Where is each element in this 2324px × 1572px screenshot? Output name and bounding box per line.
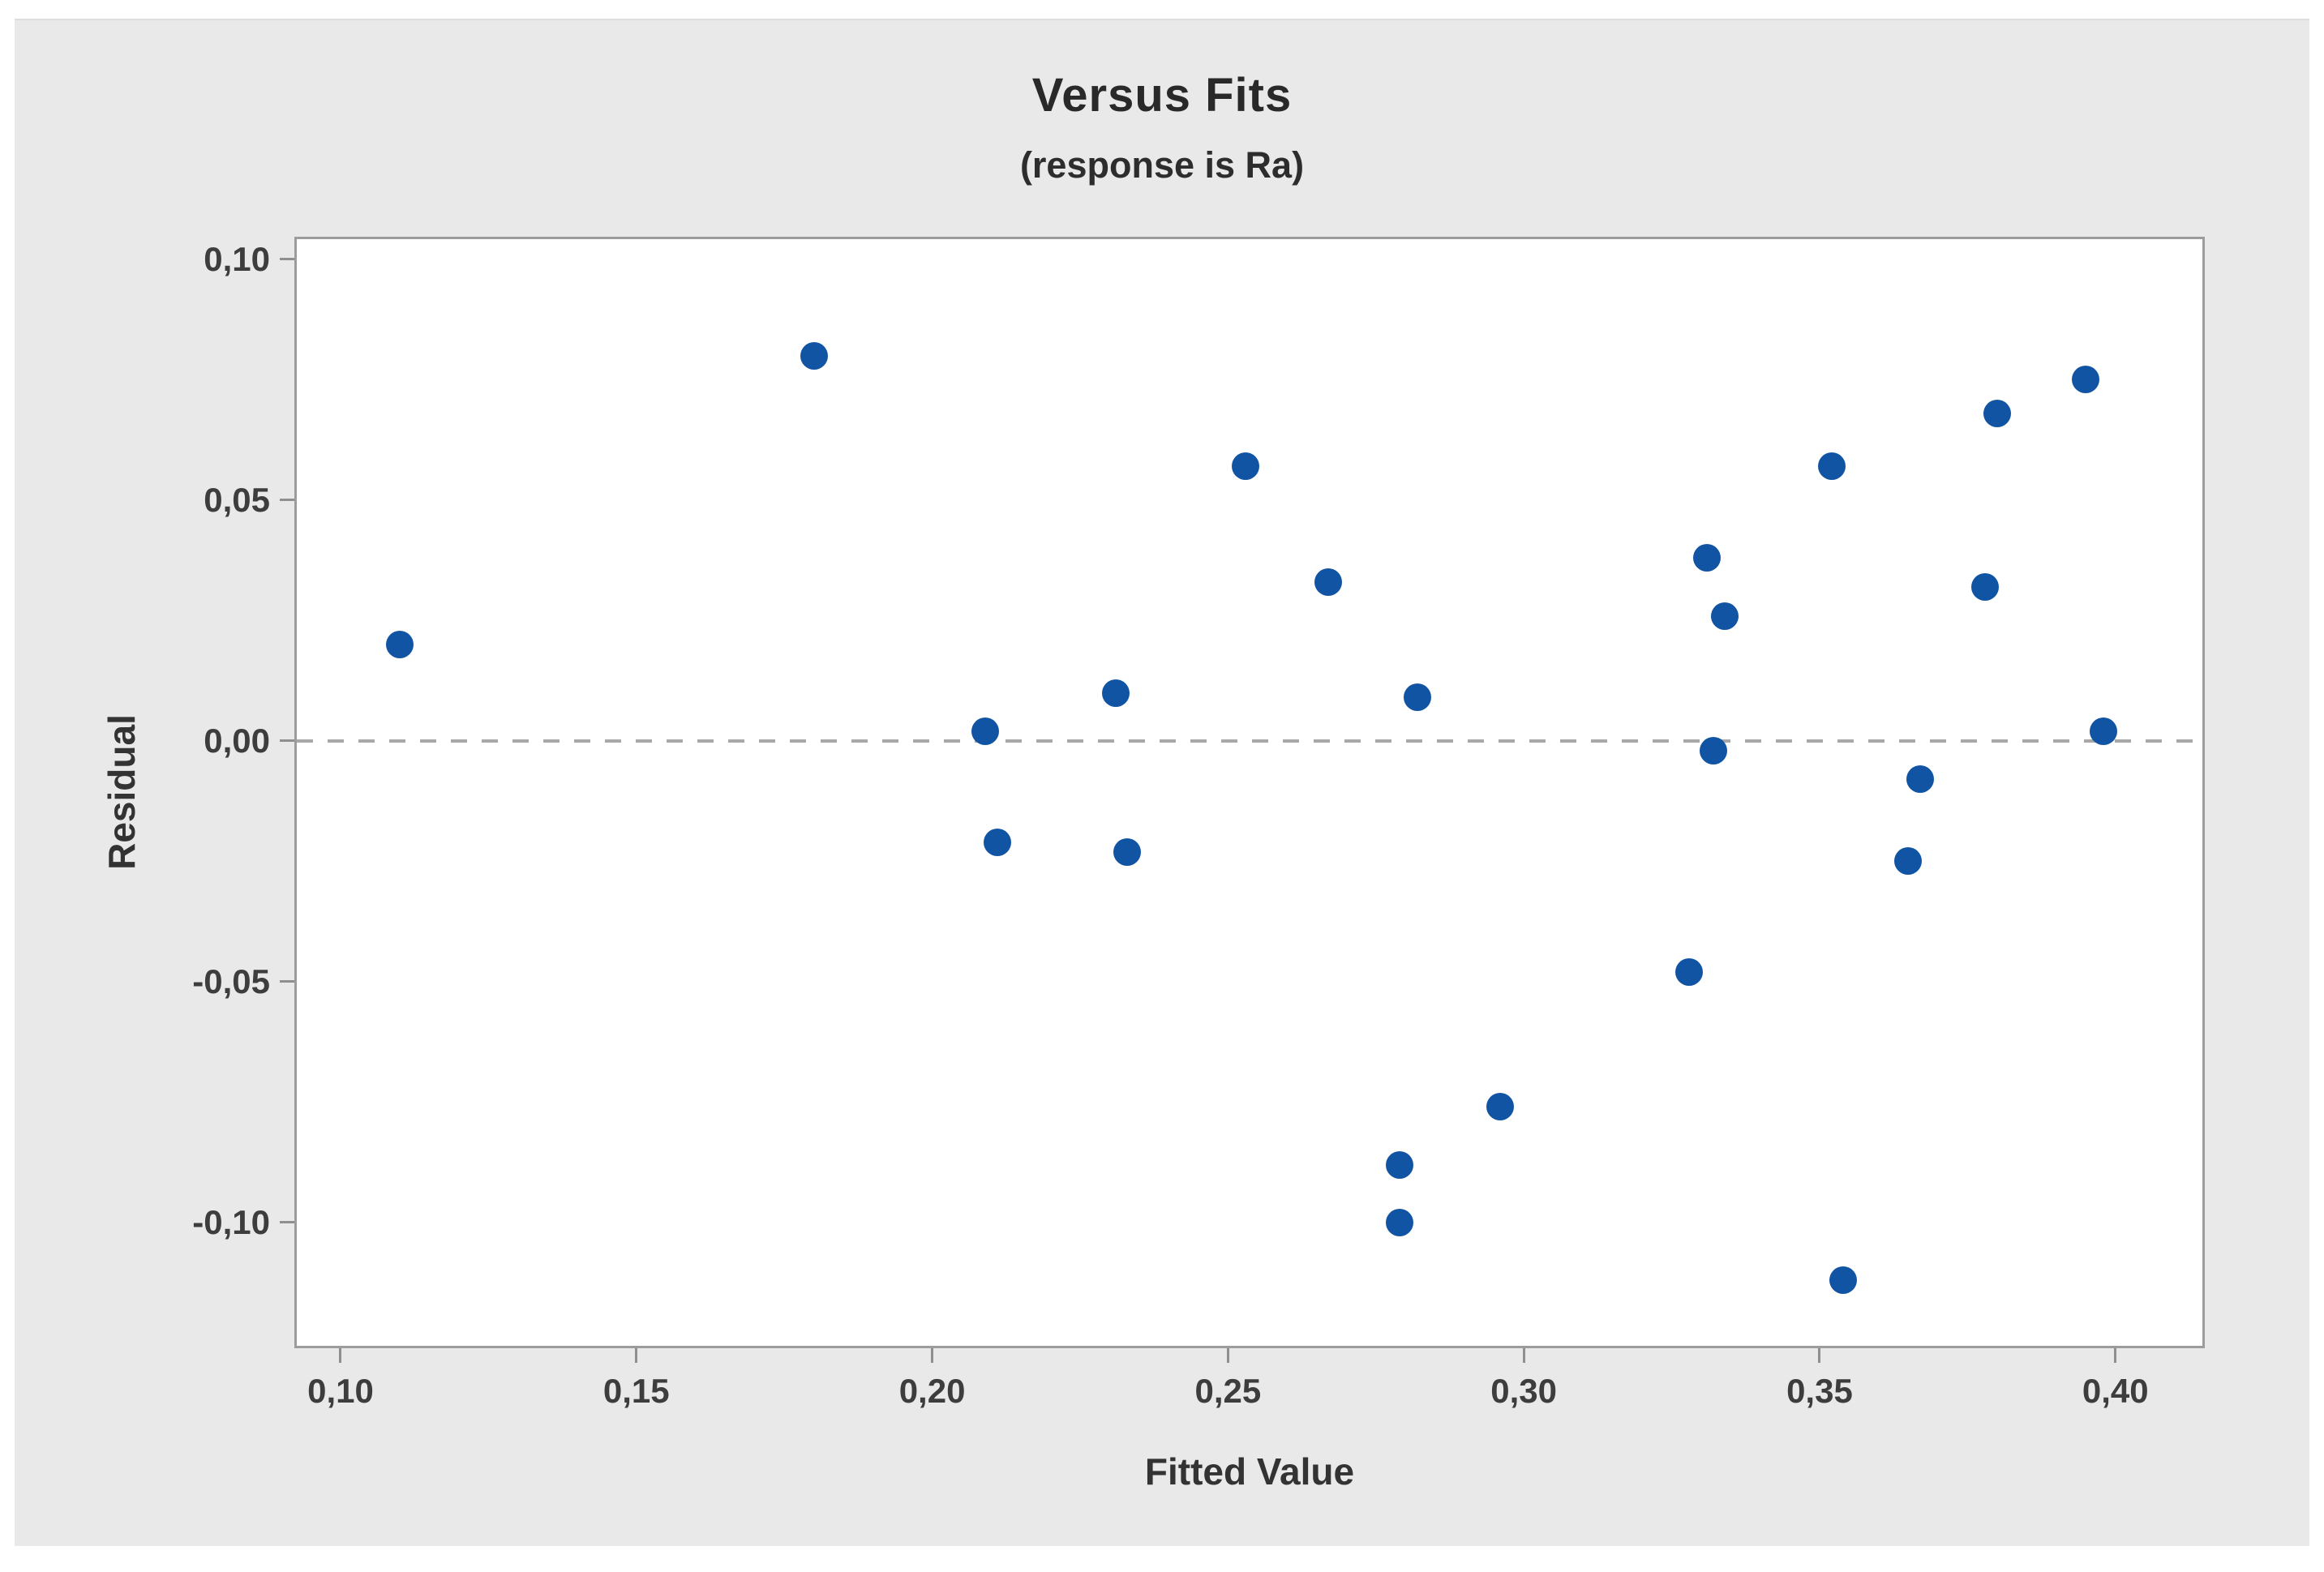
chart-title: Versus Fits (1031, 69, 1293, 122)
data-point (1675, 958, 1704, 987)
y-tick-label: -0,10 (192, 1202, 270, 1241)
x-tick-label: 0,20 (898, 1372, 966, 1410)
x-tick-mark (339, 1348, 342, 1363)
y-tick-mark (280, 499, 294, 502)
data-point (2072, 366, 2100, 394)
data-point (1906, 765, 1934, 794)
data-point (1817, 452, 1846, 481)
x-tick-label: 0,35 (1786, 1372, 1853, 1410)
data-point (983, 828, 1011, 856)
data-point (1486, 1093, 1514, 1121)
data-point (1711, 602, 1739, 630)
data-point (1983, 400, 2011, 428)
data-point (1971, 572, 2000, 601)
x-tick-mark (1522, 1348, 1525, 1363)
x-tick-mark (635, 1348, 638, 1363)
data-point (1699, 736, 1727, 765)
chart-subtitle: (response is Ra) (1019, 144, 1305, 186)
data-point (385, 631, 414, 659)
x-tick-label: 0,40 (2082, 1372, 2149, 1410)
zero-reference-line (297, 739, 2202, 743)
plot-area (294, 237, 2205, 1348)
x-tick-mark (931, 1348, 934, 1363)
x-tick-label: 0,25 (1194, 1372, 1262, 1410)
x-tick-mark (1226, 1348, 1229, 1363)
data-point (1403, 683, 1431, 712)
data-point (1232, 452, 1260, 481)
x-tick-mark (1818, 1348, 1821, 1363)
y-tick-mark (280, 980, 294, 983)
x-tick-label: 0,30 (1490, 1372, 1558, 1410)
y-tick-mark (280, 739, 294, 743)
x-tick-label: 0,15 (602, 1372, 670, 1410)
data-point (1894, 847, 1923, 876)
y-axis-title: Residual (101, 714, 143, 870)
data-point (1314, 568, 1343, 596)
y-tick-label: -0,05 (192, 962, 270, 1000)
x-axis-title: Fitted Value (1144, 1450, 1355, 1493)
data-point (1693, 544, 1722, 572)
data-point (1829, 1266, 1858, 1295)
data-point (1385, 1208, 1413, 1236)
data-point (1101, 679, 1130, 707)
y-tick-mark (280, 1221, 294, 1224)
data-point (971, 717, 1000, 746)
y-tick-label: 0,10 (204, 239, 270, 278)
data-point (800, 341, 828, 370)
data-point (2090, 717, 2118, 746)
data-point (1113, 837, 1142, 866)
y-tick-label: 0,05 (204, 480, 270, 519)
x-tick-label: 0,10 (307, 1372, 374, 1410)
data-point (1385, 1150, 1413, 1179)
y-tick-label: 0,00 (204, 721, 270, 760)
y-tick-mark (280, 258, 294, 261)
x-tick-mark (2114, 1348, 2117, 1363)
